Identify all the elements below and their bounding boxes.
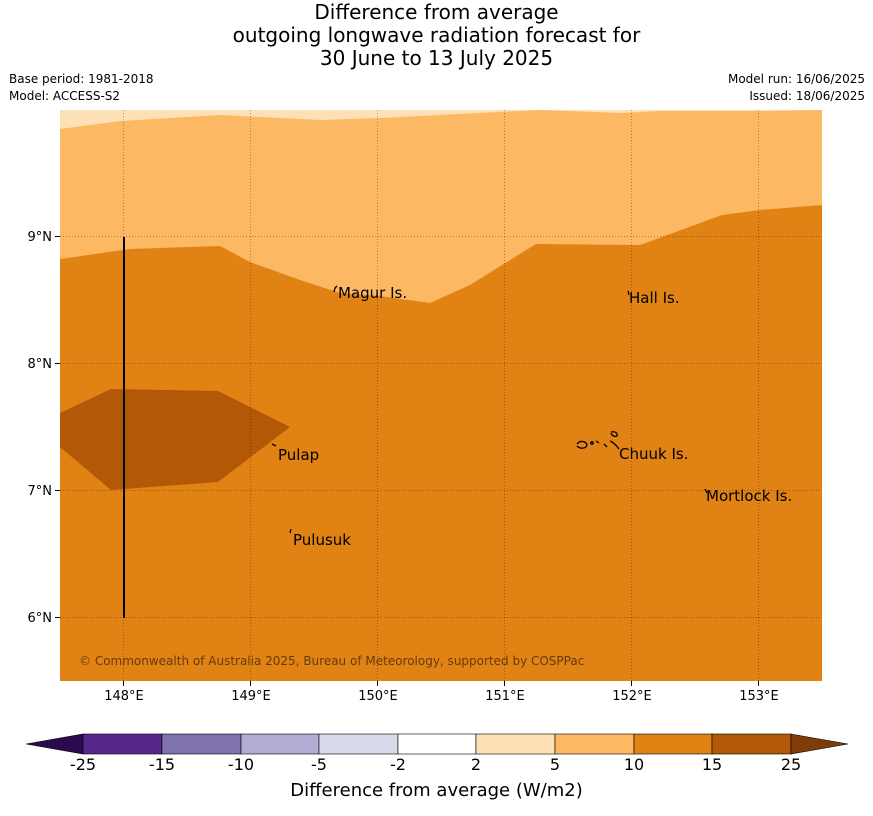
island-outlines bbox=[271, 285, 708, 534]
colorbar-title: Difference from average (W/m2) bbox=[290, 780, 583, 801]
model-label: Model: ACCESS-S2 bbox=[9, 89, 121, 103]
colorbar-tick-label: 10 bbox=[623, 755, 645, 774]
title-line-3: 30 June to 13 July 2025 bbox=[319, 46, 554, 70]
lat-label: 9°N bbox=[28, 230, 53, 245]
place-label-pulusuk: Pulusuk bbox=[293, 531, 351, 549]
axis-ticks bbox=[55, 236, 759, 686]
model-run-label: Model run: 16/06/2025 bbox=[727, 72, 865, 86]
colorbar-tick-label: 5 bbox=[549, 755, 561, 774]
place-label-mortlock: Mortlock Is. bbox=[706, 487, 792, 505]
lon-label: 149°E bbox=[231, 689, 271, 704]
colorbar-swatch bbox=[318, 733, 399, 755]
copyright-notice: © Commonwealth of Australia 2025, Bureau… bbox=[79, 654, 584, 668]
place-label-pulap: Pulap bbox=[278, 446, 319, 464]
magur-island-shape bbox=[333, 285, 338, 293]
band-15-25 bbox=[60, 389, 290, 490]
colorbar-swatch bbox=[711, 733, 792, 755]
colorbar-tick-label: 25 bbox=[780, 755, 802, 774]
colorbar-swatch bbox=[82, 733, 163, 755]
colorbar-extend-below bbox=[25, 733, 84, 755]
chuuk-island-shapes bbox=[576, 431, 620, 450]
lat-label: 7°N bbox=[28, 484, 53, 499]
issued-label: Issued: 18/06/2025 bbox=[749, 89, 865, 103]
colorbar-swatch bbox=[397, 733, 477, 755]
colorbar-tick-label: -2 bbox=[390, 755, 406, 774]
colorbar-swatch bbox=[240, 733, 320, 755]
place-label-hall: Hall Is. bbox=[629, 289, 680, 307]
colorbar-tick-label: -15 bbox=[148, 755, 176, 774]
title-line-1: Difference from average bbox=[314, 0, 559, 24]
colorbar-tick-label: -5 bbox=[311, 755, 327, 774]
lon-label: 153°E bbox=[739, 689, 779, 704]
colorbar-tick-label: -10 bbox=[227, 755, 255, 774]
place-label-chuuk: Chuuk Is. bbox=[619, 445, 688, 463]
mortlock-island-shape bbox=[704, 488, 708, 494]
colorbar-swatch bbox=[475, 733, 556, 755]
band-5-10 bbox=[60, 110, 822, 303]
colorbar-swatch bbox=[633, 733, 713, 755]
lat-label: 8°N bbox=[28, 357, 53, 372]
hall-island-shape bbox=[627, 290, 630, 296]
lon-label: 148°E bbox=[104, 689, 144, 704]
lon-label: 151°E bbox=[485, 689, 525, 704]
place-label-magur: Magur Is. bbox=[338, 284, 407, 302]
colorbar-tick-label: 15 bbox=[701, 755, 723, 774]
place-labels: Magur Is. Hall Is. Pulap Chuuk Is. Mortl… bbox=[278, 284, 792, 549]
pulusuk-island-shape bbox=[289, 528, 292, 534]
base-period-label: Base period: 1981-2018 bbox=[9, 72, 154, 86]
colorbar-tick-label: 2 bbox=[470, 755, 482, 774]
colorbar-tick-label: -25 bbox=[69, 755, 97, 774]
lat-label: 6°N bbox=[28, 611, 53, 626]
latitude-labels: 9°N 8°N 7°N 6°N bbox=[28, 230, 53, 626]
colorbar-swatch bbox=[161, 733, 242, 755]
longitude-labels: 148°E 149°E 150°E 151°E 152°E 153°E bbox=[104, 689, 779, 704]
lon-label: 152°E bbox=[612, 689, 652, 704]
colorbar-swatch bbox=[554, 733, 635, 755]
pulap-island-shape bbox=[271, 443, 277, 447]
lon-label: 150°E bbox=[358, 689, 398, 704]
colorbar bbox=[25, 733, 849, 755]
band-2-5 bbox=[60, 110, 822, 129]
title-line-2: outgoing longwave radiation forecast for bbox=[232, 23, 641, 47]
colorbar-extend-above bbox=[790, 733, 849, 755]
